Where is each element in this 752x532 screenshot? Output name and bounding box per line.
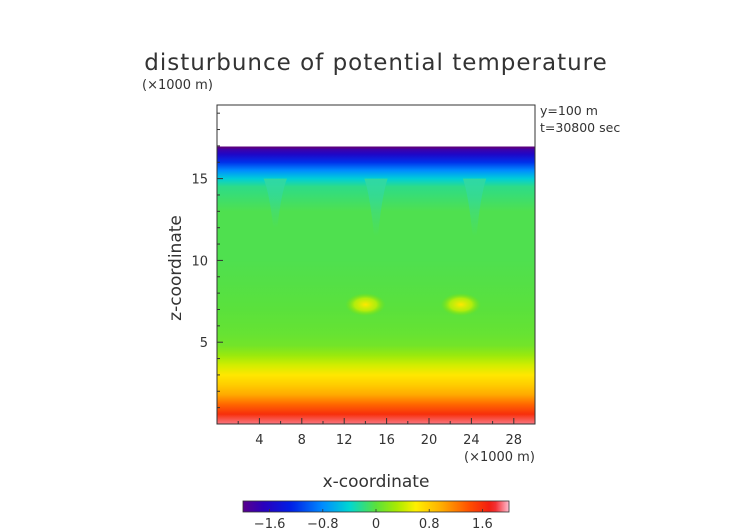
plot-frame <box>216 104 536 425</box>
cool-plume-3 <box>364 178 388 236</box>
cool-plume-4 <box>462 178 487 236</box>
x-tick-label-3: 16 <box>378 433 395 448</box>
y-tick-label-1: 10 <box>191 254 208 269</box>
colorbar-tick-label-2: 0 <box>372 517 380 532</box>
x-tick-label-0: 4 <box>255 433 263 448</box>
x-axis-label: x-coordinate <box>323 472 430 492</box>
warm-blob-1 <box>440 293 481 317</box>
colorbar-tick-label-0: −1.6 <box>254 517 286 532</box>
colorbar-tick-label-4: 1.6 <box>472 517 493 532</box>
cool-plume-2 <box>263 178 287 228</box>
plot-area: 4 8 12 16 20 24 28 5 10 15 <box>191 104 536 448</box>
x-unit-label: (×1000 m) <box>464 450 535 465</box>
x-ticks: 4 8 12 16 20 24 28 <box>237 418 523 448</box>
x-tick-label-5: 24 <box>463 433 480 448</box>
x-tick-label-2: 12 <box>336 433 353 448</box>
annotation-t: t=30800 sec <box>540 120 620 135</box>
colorbar-ticks: −1.6 −0.8 0 0.8 1.6 <box>254 509 493 532</box>
warm-blob-0 <box>345 293 386 317</box>
y-unit-label: (×1000 m) <box>142 78 213 93</box>
y-axis-label: z-coordinate <box>166 215 186 321</box>
y-ticks: 5 10 15 <box>191 112 223 409</box>
colorbar: −1.6 −0.8 0 0.8 1.6 <box>242 500 510 532</box>
colorbar-tick-label-3: 0.8 <box>419 517 440 532</box>
x-tick-label-1: 8 <box>298 433 306 448</box>
chart-title: disturbunce of potential temperature <box>144 50 608 76</box>
y-tick-label-2: 15 <box>191 173 208 188</box>
y-tick-label-0: 5 <box>200 336 208 351</box>
heatmap-features <box>263 178 487 317</box>
colorbar-tick-label-1: −0.8 <box>307 517 339 532</box>
x-tick-label-6: 28 <box>506 433 523 448</box>
x-tick-label-4: 20 <box>421 433 438 448</box>
annotation-y: y=100 m <box>540 103 598 118</box>
